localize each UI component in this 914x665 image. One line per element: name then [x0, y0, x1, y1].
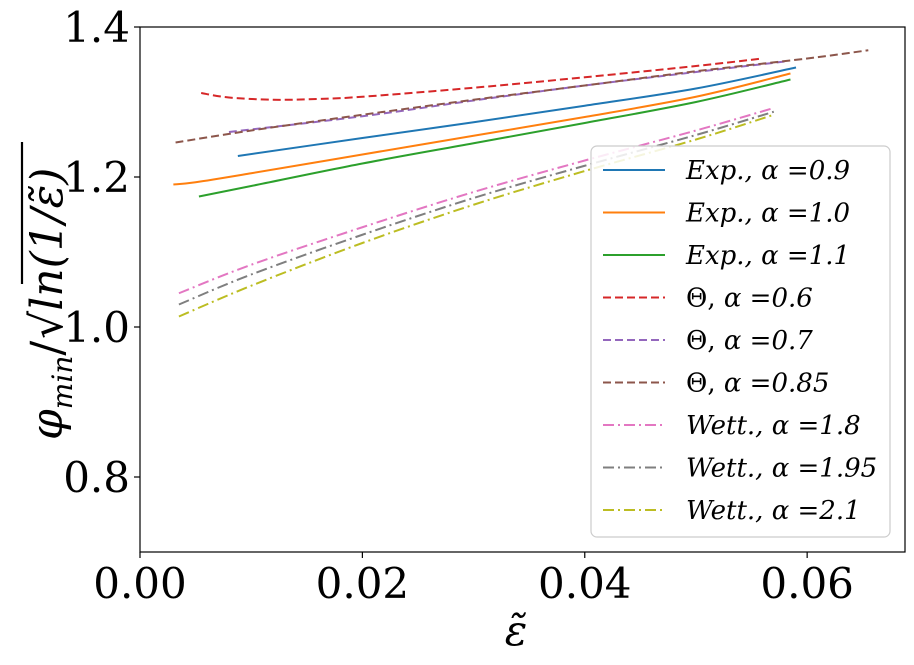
legend-label-2: Exp., α =1.0 [685, 199, 850, 229]
y-axis: 0.8 1.0 1.2 1.4 [63, 3, 140, 502]
legend-label-3: Exp., α =1.1 [685, 241, 850, 271]
y-label-radical: √ [22, 310, 73, 339]
y-axis-label: φmin/ √ln(1/ε̃) [20, 142, 79, 440]
legend-label-1: Exp., α =0.9 [685, 156, 850, 186]
legend-label-6: Θ, α =0.85 [686, 369, 829, 399]
series-line-1 [237, 66, 797, 157]
series-line-6 [175, 49, 869, 144]
y-label-divider: / [22, 341, 73, 356]
series-line-3 [198, 78, 791, 198]
series-line-9 [178, 113, 775, 318]
legend-label-5: Θ, α =0.7 [686, 326, 813, 356]
y-tick-label: 1.2 [63, 153, 130, 202]
plot-frame [139, 26, 906, 553]
y-label-phi: φ [22, 409, 73, 440]
y-label-radicand: ln(1/ε̃) [22, 168, 73, 311]
series-layer [173, 49, 869, 318]
x-axis-label: ε̃ [505, 606, 528, 655]
x-axis-label-text: ε̃ [505, 606, 528, 655]
series-line-5 [228, 60, 786, 133]
legend-label-9: Wett., α =2.1 [686, 496, 861, 526]
series-line-2 [173, 72, 791, 186]
legend: Exp., α =0.9 Exp., α =1.0 Exp., α =1.1 Θ, α… [590, 145, 891, 538]
legend-label-8: Wett., α =1.95 [686, 454, 877, 484]
legend-label-4: Θ, α =0.6 [686, 284, 813, 314]
y-tick-label: 1.4 [63, 3, 130, 52]
x-tick-label: 0.02 [316, 559, 410, 608]
legend-frame [590, 145, 891, 538]
x-tick-label: 0.06 [760, 559, 854, 608]
y-axis-label-text: φmin/ √ln(1/ε̃) [22, 168, 79, 440]
x-tick-label: 0.04 [538, 559, 632, 608]
legend-items: Exp., α =0.9 Exp., α =1.0 Exp., α =1.1 Θ, α… [603, 156, 877, 526]
x-axis: 0.00 0.02 0.04 0.06 [93, 552, 854, 608]
legend-label-7: Wett., α =1.8 [686, 411, 861, 441]
series-line-4 [200, 57, 763, 101]
y-label-subscript: min [46, 356, 79, 410]
y-tick-label: 1.0 [63, 303, 130, 352]
y-tick-label: 0.8 [63, 453, 130, 502]
x-tick-label: 0.00 [93, 559, 187, 608]
